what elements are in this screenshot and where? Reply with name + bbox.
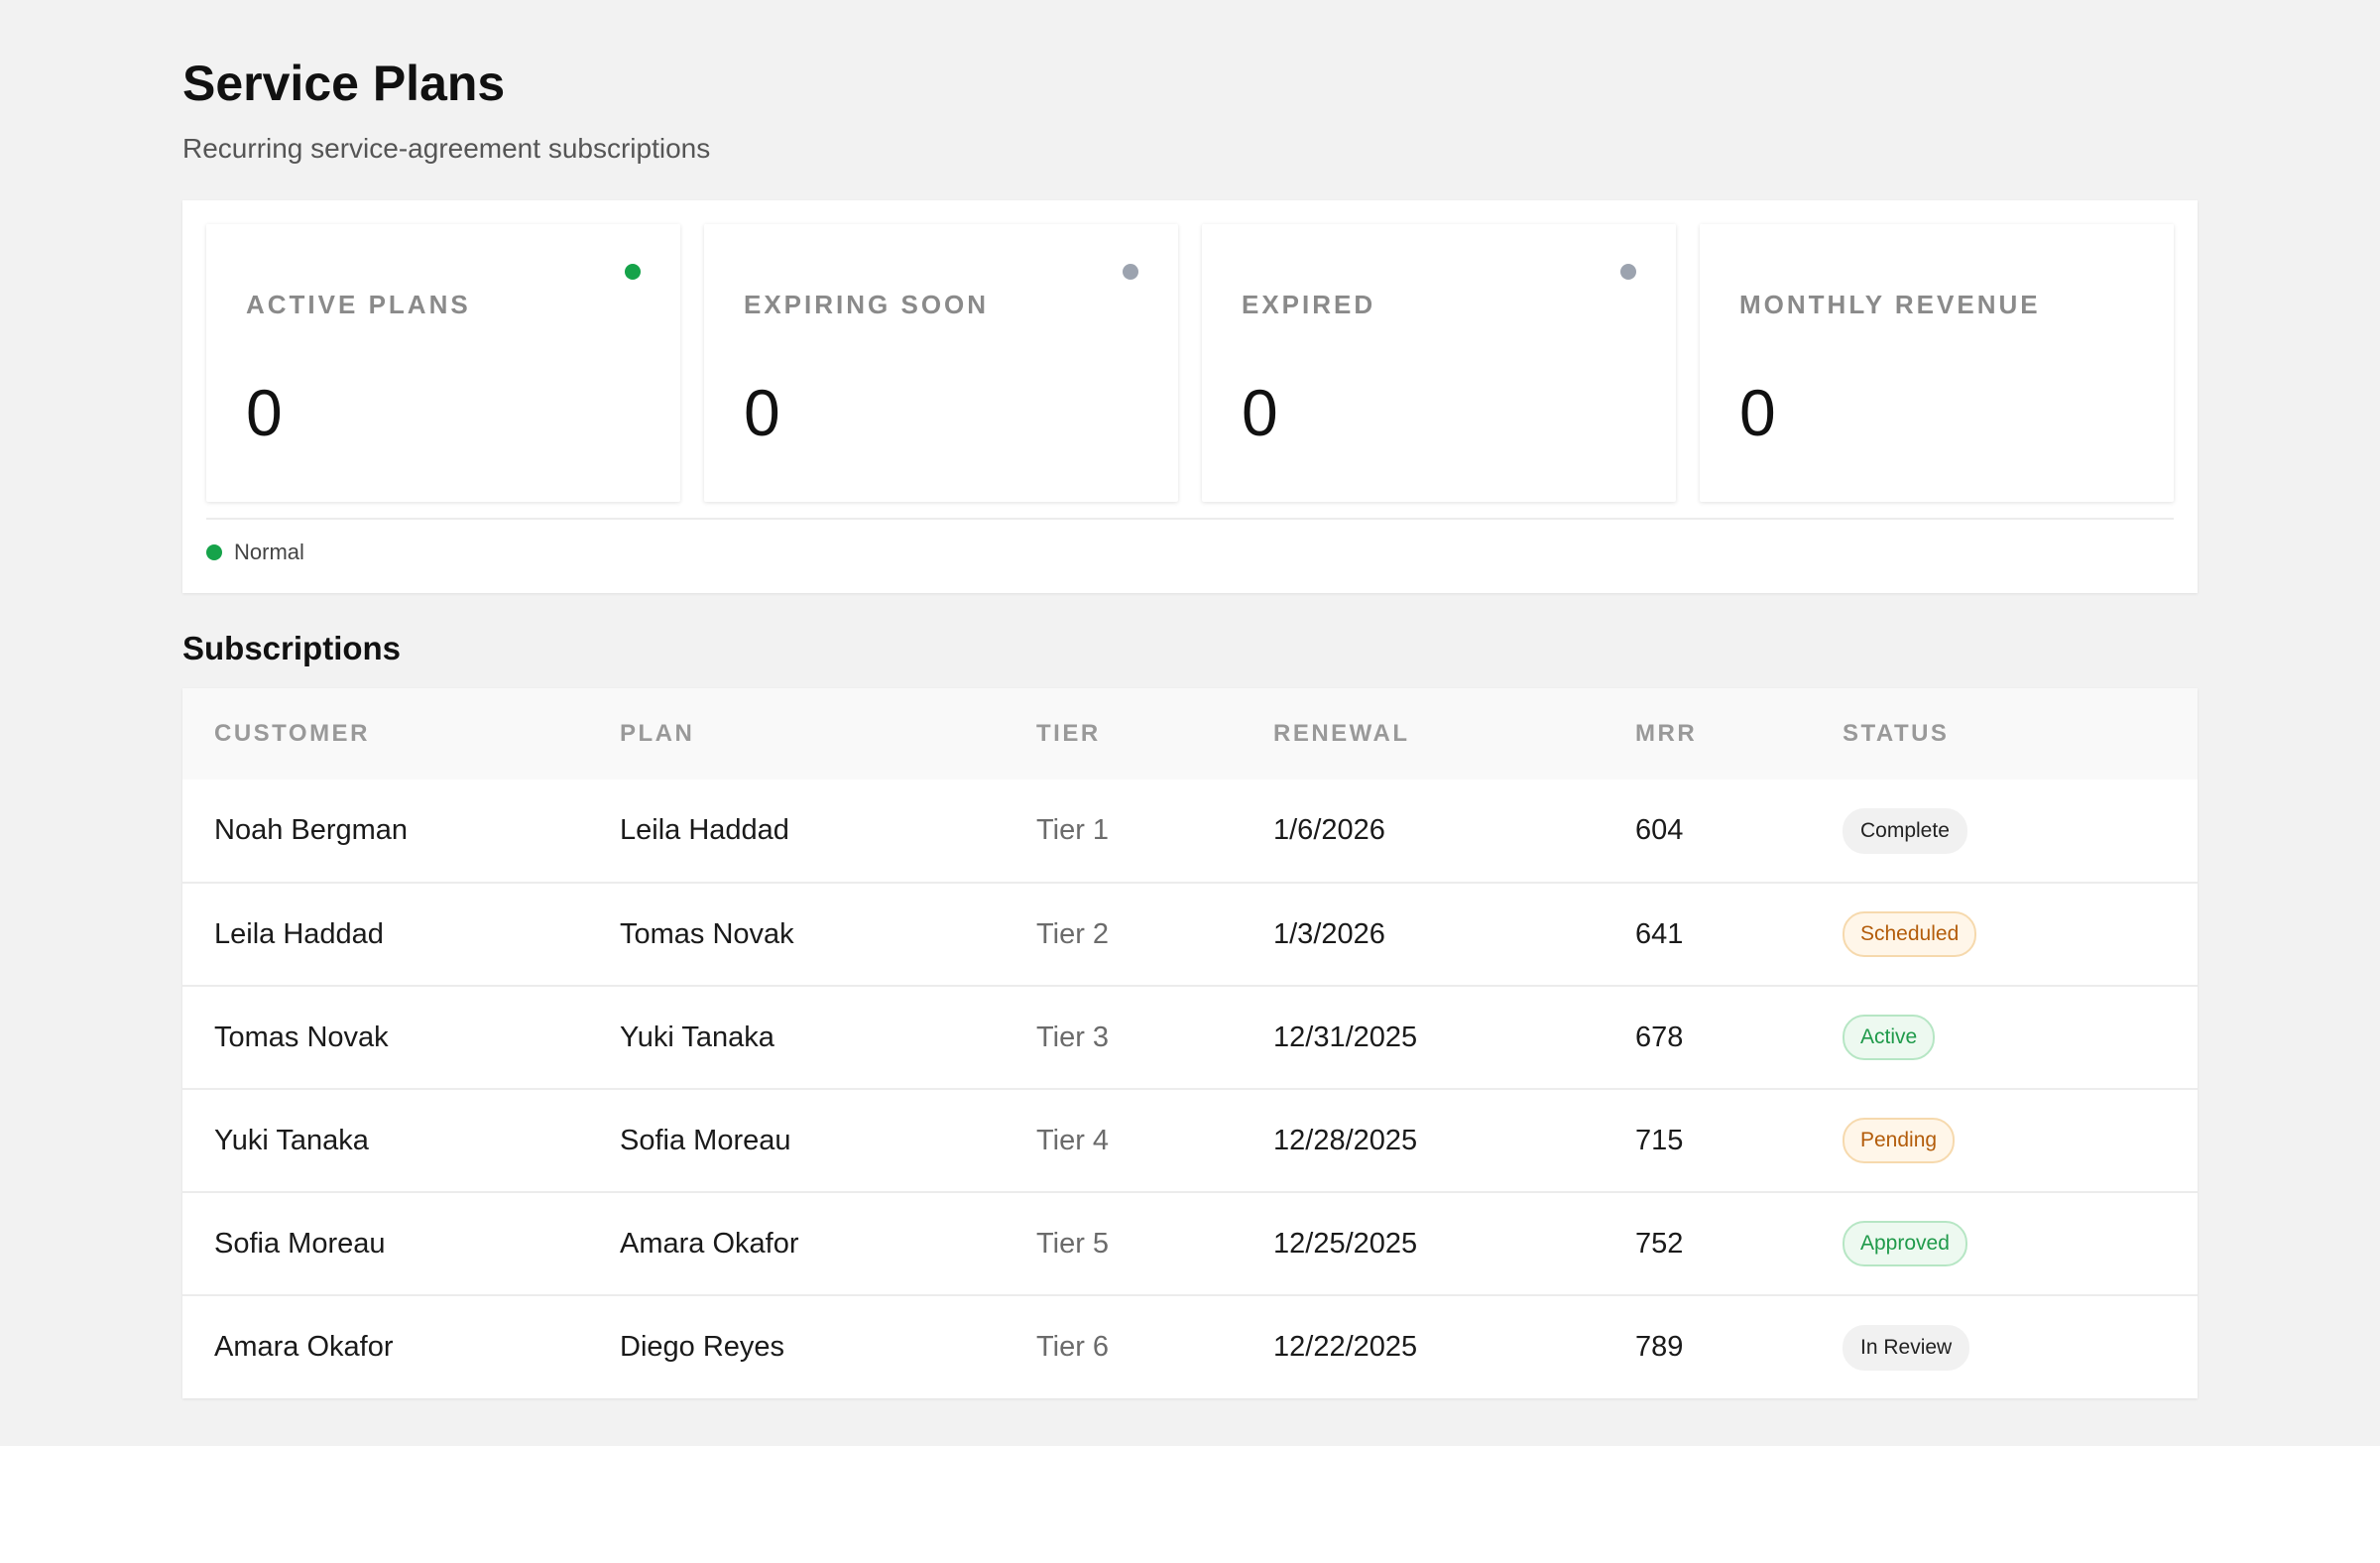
kpi-label: EXPIRED (1242, 290, 1376, 319)
cell-mrr: 604 (1635, 814, 1684, 846)
cell-status: Complete (1843, 780, 2198, 883)
cell-tier: Tier 5 (1036, 1227, 1110, 1260)
column-header-customer[interactable]: CUSTOMER (214, 720, 370, 747)
kpi-card-expiring-soon[interactable]: EXPIRING SOON 0 (704, 224, 1178, 502)
kpi-value: 0 (1739, 376, 1776, 449)
cell-renewal: 1/6/2026 (1273, 814, 1385, 846)
cell-renewal: 1/3/2026 (1273, 917, 1385, 950)
status-dot-icon (1123, 264, 1138, 280)
cell-status: In Review (1843, 1295, 2198, 1398)
subscriptions-table: CUSTOMER PLAN TIER RENEWAL MRR STATUS No… (182, 688, 2198, 1398)
kpi-card-monthly-revenue[interactable]: MONTHLY REVENUE 0 (1700, 224, 2174, 502)
status-badge: Approved (1843, 1221, 1967, 1266)
page-title: Service Plans (182, 56, 506, 111)
cell-mrr: 789 (1635, 1331, 1684, 1363)
status-dot-icon (1620, 264, 1636, 280)
kpi-label: ACTIVE PLANS (246, 290, 471, 319)
cell-status: Scheduled (1843, 883, 2198, 986)
kpi-label: MONTHLY REVENUE (1739, 290, 2041, 319)
legend-dot-icon (206, 544, 222, 560)
cell-customer: Tomas Novak (214, 1021, 389, 1053)
cell-tier: Tier 4 (1036, 1124, 1110, 1156)
cell-mrr: 715 (1635, 1124, 1684, 1156)
status-badge: In Review (1843, 1324, 1970, 1371)
cell-mrr: 678 (1635, 1021, 1684, 1053)
cell-tier: Tier 2 (1036, 917, 1110, 950)
column-header-status[interactable]: STATUS (1843, 720, 1950, 747)
cell-customer: Yuki Tanaka (214, 1124, 369, 1156)
kpi-cards: ACTIVE PLANS 0 EXPIRING SOON 0 EXPIRED 0… (206, 224, 2174, 502)
page-subtitle: Recurring service-agreement subscription… (182, 133, 711, 164)
table-row[interactable]: Tomas Novak Yuki Tanaka Tier 3 12/31/202… (182, 986, 2198, 1089)
cell-mrr: 752 (1635, 1227, 1684, 1260)
legend-label: Normal (234, 540, 304, 564)
cell-customer: Amara Okafor (214, 1331, 394, 1363)
table-row[interactable]: Leila Haddad Tomas Novak Tier 2 1/3/2026… (182, 883, 2198, 986)
cell-plan: Tomas Novak (620, 917, 794, 950)
cell-customer: Sofia Moreau (214, 1227, 386, 1260)
kpi-card-expired[interactable]: EXPIRED 0 (1202, 224, 1676, 502)
cell-plan: Yuki Tanaka (620, 1021, 774, 1053)
cell-renewal: 12/25/2025 (1273, 1227, 1418, 1260)
table-row[interactable]: Amara Okafor Diego Reyes Tier 6 12/22/20… (182, 1295, 2198, 1398)
status-badge: Complete (1843, 807, 1967, 854)
status-badge: Active (1843, 1015, 1936, 1060)
cell-renewal: 12/31/2025 (1273, 1021, 1418, 1053)
table-row[interactable]: Sofia Moreau Amara Okafor Tier 5 12/25/2… (182, 1192, 2198, 1295)
kpi-panel: ACTIVE PLANS 0 EXPIRING SOON 0 EXPIRED 0… (182, 200, 2198, 593)
status-badge: Pending (1843, 1118, 1956, 1163)
cell-renewal: 12/22/2025 (1273, 1331, 1418, 1363)
section-title: Subscriptions (182, 630, 402, 666)
kpi-value: 0 (1242, 376, 1278, 449)
cell-customer: Noah Bergman (214, 814, 409, 846)
column-header-tier[interactable]: TIER (1036, 720, 1101, 747)
cell-mrr: 641 (1635, 917, 1684, 950)
cell-plan: Sofia Moreau (620, 1124, 791, 1156)
cell-customer: Leila Haddad (214, 917, 384, 950)
status-badge: Scheduled (1843, 911, 1977, 957)
cell-status: Approved (1843, 1192, 2198, 1295)
cell-plan: Amara Okafor (620, 1227, 799, 1260)
cell-tier: Tier 3 (1036, 1021, 1110, 1053)
cell-plan: Leila Haddad (620, 814, 789, 846)
table-header-row: CUSTOMER PLAN TIER RENEWAL MRR STATUS (182, 688, 2198, 780)
kpi-card-active-plans[interactable]: ACTIVE PLANS 0 (206, 224, 680, 502)
kpi-label: EXPIRING SOON (744, 290, 990, 319)
subscriptions-table-card: CUSTOMER PLAN TIER RENEWAL MRR STATUS No… (182, 688, 2198, 1398)
cell-plan: Diego Reyes (620, 1331, 785, 1363)
divider (206, 518, 2174, 520)
cell-tier: Tier 1 (1036, 814, 1110, 846)
column-header-plan[interactable]: PLAN (620, 720, 695, 747)
cell-status: Active (1843, 986, 2198, 1089)
table-row[interactable]: Noah Bergman Leila Haddad Tier 1 1/6/202… (182, 780, 2198, 883)
kpi-value: 0 (744, 376, 780, 449)
cell-renewal: 12/28/2025 (1273, 1124, 1418, 1156)
cell-tier: Tier 6 (1036, 1331, 1110, 1363)
column-header-renewal[interactable]: RENEWAL (1273, 720, 1410, 747)
status-legend: Normal (206, 540, 304, 565)
table-row[interactable]: Yuki Tanaka Sofia Moreau Tier 4 12/28/20… (182, 1089, 2198, 1192)
status-dot-icon (625, 264, 641, 280)
kpi-value: 0 (246, 376, 283, 449)
column-header-mrr[interactable]: MRR (1635, 720, 1698, 747)
cell-status: Pending (1843, 1089, 2198, 1192)
